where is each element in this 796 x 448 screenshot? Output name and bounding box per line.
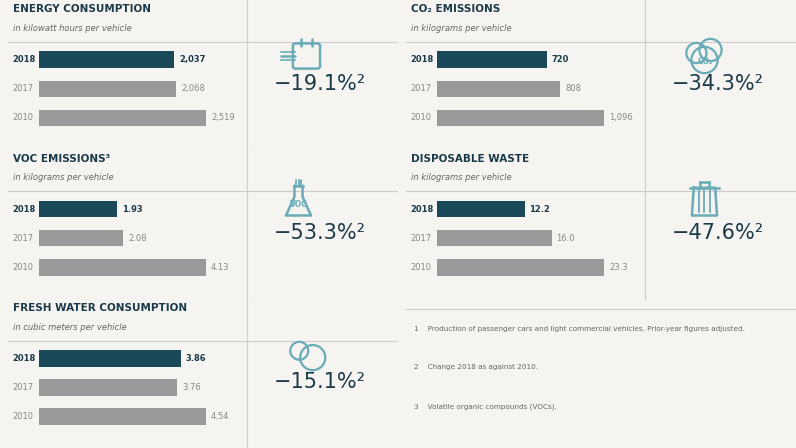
Text: 2018: 2018: [411, 55, 434, 64]
Text: 2018: 2018: [13, 205, 36, 214]
Bar: [39, 259, 206, 276]
Text: 2010: 2010: [13, 412, 33, 421]
Bar: [437, 201, 525, 217]
Text: in cubic meters per vehicle: in cubic meters per vehicle: [13, 323, 127, 332]
Text: 16.0: 16.0: [556, 234, 575, 243]
Bar: [39, 350, 181, 367]
Text: VOC: VOC: [290, 200, 307, 209]
Text: −47.6%²: −47.6%²: [672, 223, 764, 243]
Bar: [39, 409, 206, 425]
Text: 2010: 2010: [13, 263, 33, 272]
Text: 2017: 2017: [13, 383, 34, 392]
Bar: [39, 201, 117, 217]
Text: −34.3%²: −34.3%²: [672, 73, 764, 94]
Text: 3.86: 3.86: [186, 354, 206, 363]
Bar: [39, 52, 174, 68]
Text: 1,096: 1,096: [609, 113, 633, 122]
Text: 808: 808: [565, 84, 581, 93]
Text: 23.3: 23.3: [609, 263, 627, 272]
Text: 2018: 2018: [411, 205, 434, 214]
Text: 720: 720: [552, 55, 569, 64]
Bar: [437, 81, 560, 97]
Text: −53.3%²: −53.3%²: [274, 223, 366, 243]
Text: −15.1%²: −15.1%²: [274, 372, 366, 392]
Text: −19.1%²: −19.1%²: [274, 73, 366, 94]
Text: 2.08: 2.08: [128, 234, 146, 243]
Text: 12.2: 12.2: [529, 205, 550, 214]
Text: 3.76: 3.76: [182, 383, 201, 392]
Text: 4.13: 4.13: [211, 263, 229, 272]
Text: 1    Production of passenger cars and light commercial vehicles. Prior-year figu: 1 Production of passenger cars and light…: [414, 326, 744, 332]
Text: 2018: 2018: [13, 55, 36, 64]
Bar: [437, 52, 547, 68]
Text: 2    Change 2018 as against 2010.: 2 Change 2018 as against 2010.: [414, 365, 538, 370]
Text: 2017: 2017: [411, 84, 432, 93]
Text: 2010: 2010: [13, 113, 33, 122]
Text: FRESH WATER CONSUMPTION: FRESH WATER CONSUMPTION: [13, 303, 187, 313]
Text: DISPOSABLE WASTE: DISPOSABLE WASTE: [411, 154, 529, 164]
Text: in kilograms per vehicle: in kilograms per vehicle: [411, 173, 511, 182]
Text: 2018: 2018: [13, 354, 36, 363]
Text: ENERGY CONSUMPTION: ENERGY CONSUMPTION: [13, 4, 150, 14]
Bar: [437, 230, 552, 246]
Text: 3    Volatile organic compounds (VOCs).: 3 Volatile organic compounds (VOCs).: [414, 403, 556, 410]
Text: 1.93: 1.93: [122, 205, 142, 214]
Bar: [39, 81, 176, 97]
Bar: [39, 379, 178, 396]
Bar: [39, 230, 123, 246]
Text: 2017: 2017: [411, 234, 432, 243]
Text: 4.54: 4.54: [211, 412, 229, 421]
Text: CO₂ EMISSIONS: CO₂ EMISSIONS: [411, 4, 500, 14]
Bar: [39, 110, 206, 126]
Text: 2017: 2017: [13, 234, 34, 243]
Text: in kilograms per vehicle: in kilograms per vehicle: [411, 24, 511, 33]
Text: in kilowatt hours per vehicle: in kilowatt hours per vehicle: [13, 24, 131, 33]
Bar: [437, 110, 604, 126]
Text: 2010: 2010: [411, 263, 431, 272]
Text: 2010: 2010: [411, 113, 431, 122]
Bar: [437, 259, 604, 276]
Text: in kilograms per vehicle: in kilograms per vehicle: [13, 173, 113, 182]
Text: 2,519: 2,519: [211, 113, 235, 122]
Text: CO₂: CO₂: [698, 57, 713, 66]
Text: 2,037: 2,037: [179, 55, 205, 64]
Text: VOC EMISSIONS³: VOC EMISSIONS³: [13, 154, 110, 164]
Text: 2,068: 2,068: [181, 84, 205, 93]
Text: 2017: 2017: [13, 84, 34, 93]
